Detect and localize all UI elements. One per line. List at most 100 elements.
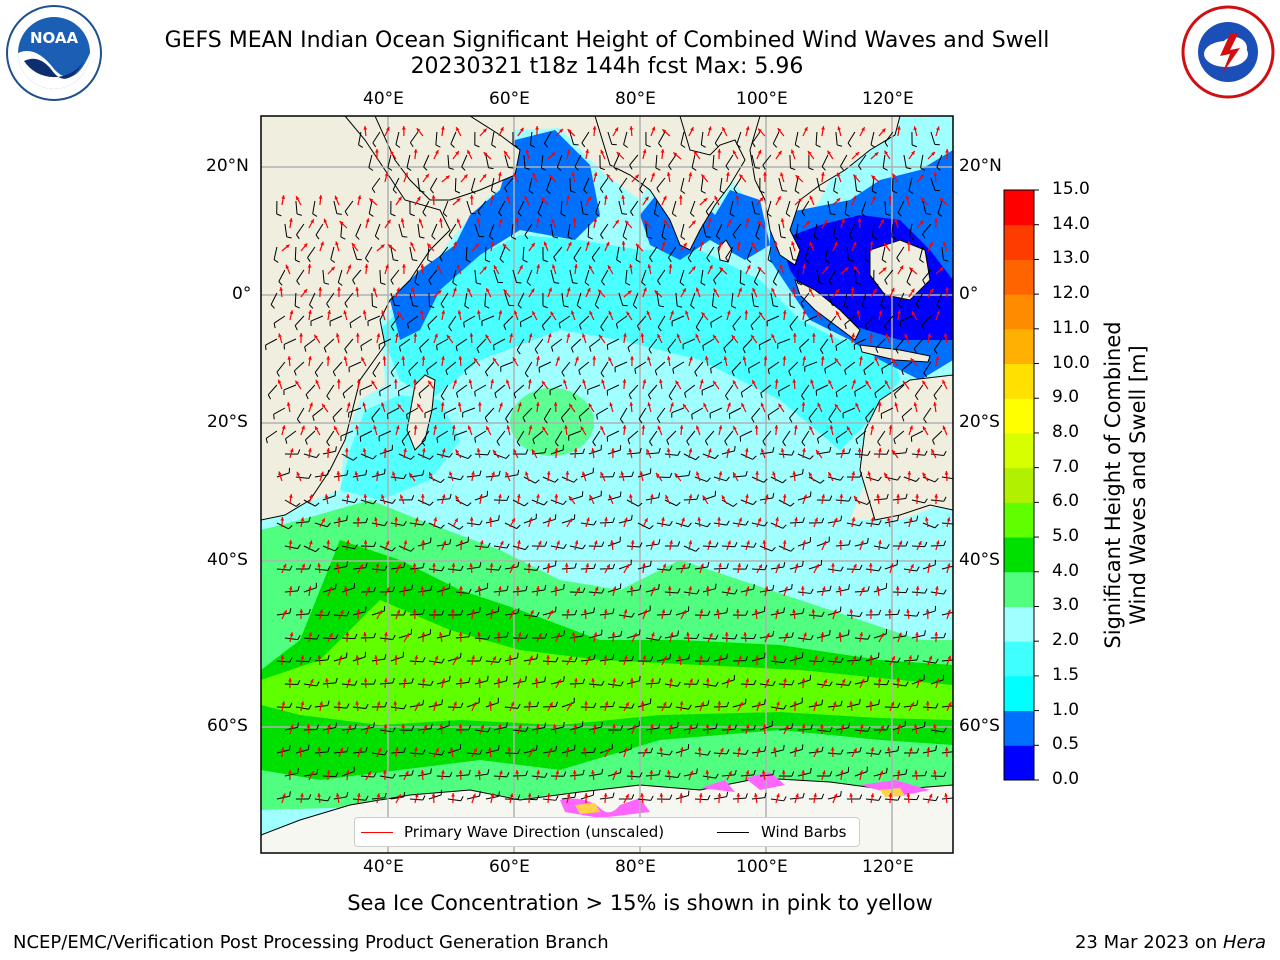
wind-barb-feather xyxy=(714,142,719,148)
wind-barb-feather xyxy=(650,560,652,566)
wind-barb-feather xyxy=(392,189,397,194)
wave-direction-arrowhead xyxy=(440,402,445,406)
wave-direction-arrowhead xyxy=(763,172,767,176)
wave-direction-arrowhead xyxy=(569,403,573,408)
wind-barb-feather xyxy=(932,439,935,445)
wind-barb xyxy=(854,269,857,283)
wave-direction-arrowhead xyxy=(421,448,426,452)
wave-direction-arrowhead xyxy=(572,218,577,222)
wave-direction-arrowhead xyxy=(559,128,563,133)
wave-direction-arrowhead xyxy=(916,448,921,453)
wave-direction-arrowhead xyxy=(844,267,849,272)
wave-direction-arrowhead xyxy=(759,197,764,202)
wind-barb xyxy=(919,246,924,260)
wind-barb xyxy=(573,246,582,259)
wind-barb xyxy=(739,430,753,438)
wave-direction-arrowhead xyxy=(689,356,693,361)
wind-barb xyxy=(906,269,913,283)
wave-direction-arrowhead xyxy=(491,471,495,476)
wind-barb-feather xyxy=(936,304,941,309)
nws-logo xyxy=(1180,4,1276,100)
wind-barb-feather xyxy=(748,368,750,374)
wave-direction-arrowhead xyxy=(836,311,840,316)
wave-direction-arrowhead xyxy=(695,333,700,338)
wind-barb xyxy=(323,338,335,349)
wind-barb xyxy=(832,223,837,237)
wind-barb-feather xyxy=(844,213,850,217)
wind-barb-feather xyxy=(276,371,280,377)
wind-barb xyxy=(702,223,707,237)
colorbar-tick-label: 14.0 xyxy=(1052,213,1090,234)
wind-barb-feather xyxy=(858,165,862,171)
wave-direction-arrowhead xyxy=(418,218,423,223)
wave-direction-arrowhead xyxy=(503,289,508,294)
wind-barb-feather xyxy=(684,392,687,398)
wind-barb-feather xyxy=(635,259,641,263)
wind-barb xyxy=(740,637,754,640)
wind-barb xyxy=(556,154,563,168)
wind-barb-feather xyxy=(791,450,795,456)
wind-barb-feather xyxy=(740,392,744,398)
wind-barb xyxy=(884,315,894,327)
wind-barb-feather xyxy=(467,454,472,459)
wind-barb xyxy=(390,476,404,480)
wind-barb-feather xyxy=(267,394,272,400)
wave-direction-arrowhead xyxy=(467,288,471,292)
wind-barb-feather xyxy=(712,305,718,309)
wave-direction-arrowhead xyxy=(315,426,319,431)
wind-barb-feather xyxy=(729,213,735,217)
wind-barb xyxy=(569,269,574,283)
colorbar-tick-label: 9.0 xyxy=(1052,387,1080,408)
wind-barb xyxy=(512,269,517,283)
colorbar-segment xyxy=(1004,432,1034,469)
wind-barb xyxy=(671,315,685,322)
wave-direction-arrowhead xyxy=(397,312,402,316)
wave-direction-arrowhead xyxy=(318,195,323,199)
wind-barb-feather xyxy=(752,455,757,460)
wave-direction-arrowhead xyxy=(809,288,813,293)
wind-barb-feather xyxy=(448,326,453,332)
lon-tick-top-100e: 100°E xyxy=(736,89,788,109)
wind-barb-feather xyxy=(645,144,651,148)
wind-barb-feather xyxy=(525,449,529,455)
wind-barb-feather xyxy=(627,347,631,353)
wind-barb-feather xyxy=(314,372,319,377)
lat-tick-left-20n: 20°N xyxy=(206,156,249,176)
wave-direction-arrowhead xyxy=(616,152,621,156)
wind-barb-feather xyxy=(677,305,683,308)
wave-direction-arrowhead xyxy=(566,333,571,338)
wind-barb-feather xyxy=(672,213,677,217)
wind-barb-feather xyxy=(551,346,554,352)
wave-direction-arrowhead xyxy=(641,425,646,429)
wind-barb-feather xyxy=(658,583,660,590)
wave-direction-arrowhead xyxy=(453,379,457,384)
wind-barb xyxy=(284,223,288,237)
wind-barb-feather xyxy=(873,282,879,286)
wind-barb xyxy=(526,269,533,283)
wind-barb-feather xyxy=(305,394,309,400)
wave-direction-arrowhead xyxy=(279,287,284,291)
wave-direction-arrowhead xyxy=(362,402,367,407)
wind-barb xyxy=(534,338,544,350)
wind-barb xyxy=(303,728,317,731)
wind-barb-feather xyxy=(816,438,820,444)
wind-barb-feather xyxy=(498,470,501,476)
wind-barb xyxy=(490,177,495,191)
wind-barb xyxy=(767,361,780,370)
wind-barb-feather xyxy=(638,629,641,635)
wave-direction-arrowhead xyxy=(281,425,286,430)
wind-barb xyxy=(911,430,924,438)
wind-barb xyxy=(884,200,887,215)
wind-barb-feather xyxy=(419,190,425,193)
wave-direction-arrowhead xyxy=(676,333,681,338)
wind-barb xyxy=(326,430,335,443)
wind-barb-feather xyxy=(790,167,796,171)
wind-barb xyxy=(690,292,696,306)
wave-direction-arrowhead xyxy=(395,425,400,430)
wave-direction-arrowhead xyxy=(354,471,359,476)
wind-barb-feather xyxy=(368,213,374,217)
colorbar-segment xyxy=(1004,190,1034,226)
wind-barb xyxy=(516,338,525,351)
wind-barb-feather xyxy=(412,305,418,307)
wind-barb-feather xyxy=(955,475,957,479)
